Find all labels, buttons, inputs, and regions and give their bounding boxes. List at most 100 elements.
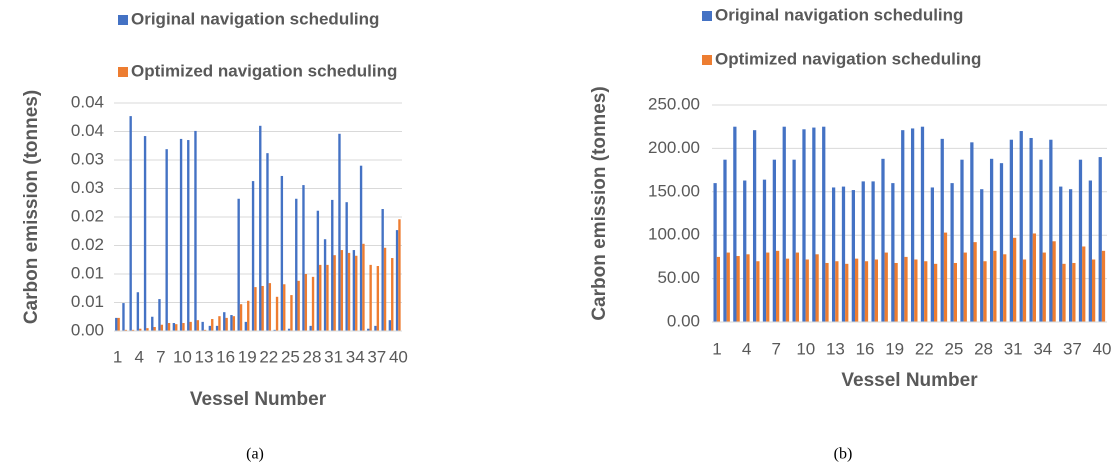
bar [960, 159, 964, 322]
y-tick-label: 50.00 [657, 268, 700, 287]
bar [182, 323, 185, 331]
x-axis-title: Vessel Number [190, 389, 327, 410]
bar [756, 261, 760, 322]
bar [211, 319, 214, 331]
bar [766, 252, 770, 322]
bar [854, 258, 859, 322]
x-tick-label: 28 [974, 339, 993, 358]
bar [812, 127, 816, 323]
x-axis-title: Vessel Number [841, 370, 978, 391]
x-tick-label: 13 [826, 339, 845, 358]
bar [146, 328, 149, 331]
y-tick-label: 0.03 [71, 149, 104, 168]
bar [845, 263, 849, 322]
bar [1062, 263, 1066, 322]
caption: (a) [246, 446, 264, 463]
bar [201, 321, 204, 331]
x-tick-label: 34 [346, 347, 365, 366]
bar [989, 158, 994, 322]
bar [268, 283, 272, 331]
y-axis-title: Carbon emission (tonnes) [589, 86, 610, 320]
bar [367, 328, 370, 331]
bar [395, 230, 399, 331]
bar [1029, 137, 1033, 322]
bar [1082, 246, 1086, 322]
x-tick-label: 1 [113, 347, 122, 366]
bar [1072, 262, 1076, 322]
bar [805, 259, 809, 322]
bar [331, 199, 334, 331]
bar [772, 159, 776, 322]
bar [871, 181, 875, 322]
y-tick-label: 0.00 [71, 320, 104, 339]
x-tick-label: 4 [134, 347, 143, 366]
y-axis-title: Carbon emission (tonnes) [21, 90, 42, 324]
bar [167, 323, 171, 331]
bar [323, 239, 327, 331]
bar [215, 325, 219, 331]
bar [726, 252, 730, 322]
bar [230, 315, 233, 331]
bar [841, 186, 846, 322]
bar [153, 327, 156, 331]
bar [129, 116, 132, 331]
bar [398, 219, 401, 331]
bar [1049, 139, 1053, 322]
bar [131, 329, 135, 331]
bar [775, 250, 780, 322]
bar [388, 320, 392, 331]
bar [736, 256, 740, 322]
x-tick-label: 16 [216, 347, 235, 366]
legend-swatch [702, 11, 712, 21]
bar [831, 187, 836, 322]
bar [369, 264, 372, 331]
bar [891, 183, 895, 322]
bar [347, 252, 351, 331]
bar [1003, 254, 1007, 322]
x-tick-label: 10 [796, 339, 815, 358]
x-tick-label: 40 [1093, 339, 1111, 358]
caption: (b) [834, 446, 853, 463]
x-tick-label: 1 [712, 339, 721, 358]
bar [914, 259, 918, 322]
bar [874, 259, 878, 322]
bar [283, 284, 286, 331]
bar [723, 159, 727, 322]
bar [1091, 259, 1096, 322]
bar [746, 254, 750, 322]
bar [391, 258, 394, 331]
bar [143, 136, 147, 331]
bar [983, 261, 987, 322]
bar [254, 287, 257, 331]
bar [920, 126, 925, 322]
bar [825, 262, 829, 322]
bar [266, 153, 269, 331]
y-tick-label: 0.01 [71, 263, 104, 282]
x-tick-label: 22 [259, 347, 278, 366]
bar [381, 209, 384, 331]
bar [287, 328, 291, 331]
bar [338, 133, 341, 331]
x-tick-label: 25 [281, 347, 300, 366]
bar [1052, 241, 1056, 322]
bar [117, 317, 120, 331]
bar [187, 140, 190, 331]
x-tick-label: 31 [324, 347, 343, 366]
bar [383, 247, 387, 331]
bar [251, 181, 255, 331]
bar [904, 256, 908, 322]
bar [340, 250, 344, 331]
bar [311, 276, 315, 331]
bar [953, 262, 957, 322]
legend-swatch [118, 67, 128, 77]
bar [861, 181, 865, 322]
bar [1101, 250, 1106, 322]
bar [743, 180, 747, 322]
bar [1012, 237, 1017, 322]
bar [894, 262, 898, 322]
bar [792, 159, 796, 322]
bar [319, 264, 322, 331]
bar [196, 320, 200, 331]
y-tick-label: 150.00 [648, 181, 700, 200]
